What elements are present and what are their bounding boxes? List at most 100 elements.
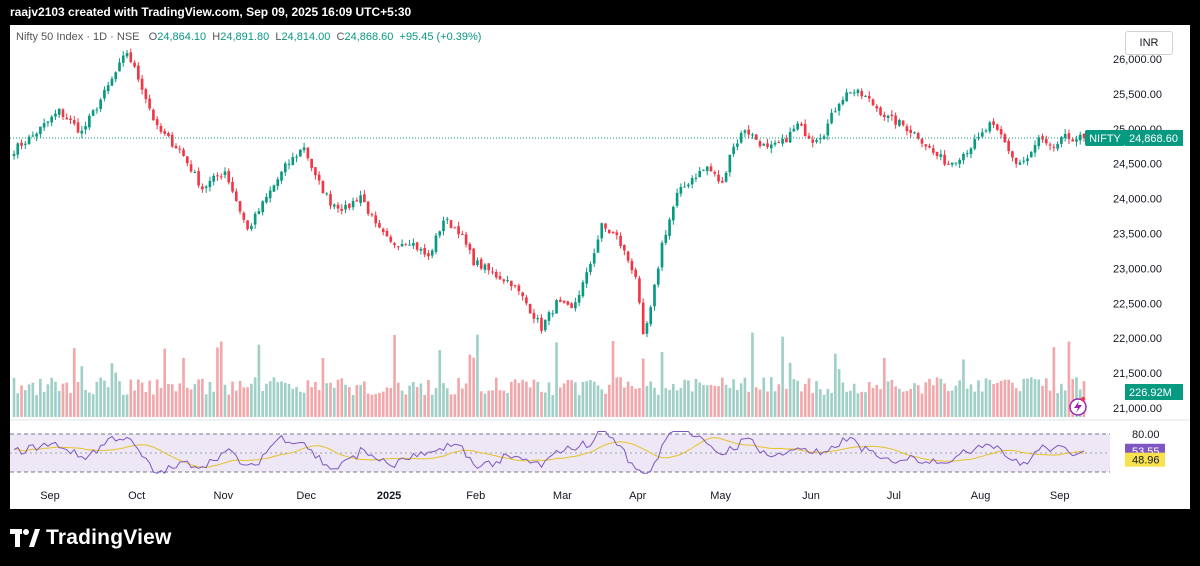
price-tick-label: 24,000.00 bbox=[1113, 194, 1162, 206]
candle-body bbox=[95, 109, 99, 111]
candle-body bbox=[574, 302, 577, 309]
candle-body bbox=[1052, 146, 1056, 148]
volume-bar bbox=[144, 392, 148, 417]
candle-body bbox=[46, 121, 50, 123]
candle-body bbox=[950, 162, 954, 165]
volume-bar bbox=[1048, 390, 1052, 417]
volume-bar bbox=[528, 387, 532, 417]
volume-bar bbox=[498, 390, 502, 417]
candle-body bbox=[23, 143, 27, 145]
price-tick-label: 21,500.00 bbox=[1113, 368, 1162, 380]
currency-button[interactable]: INR bbox=[1125, 31, 1173, 55]
candle-body bbox=[415, 242, 419, 250]
candle-body bbox=[118, 62, 121, 72]
volume-bar bbox=[253, 377, 257, 417]
volume-bar bbox=[321, 357, 325, 417]
volume-bar bbox=[231, 381, 234, 417]
candle-body bbox=[905, 126, 909, 132]
volume-bar bbox=[555, 342, 558, 417]
volume-bar bbox=[129, 379, 133, 417]
volume-bar bbox=[299, 391, 302, 417]
price-tag-symbol-text: NIFTY bbox=[1089, 133, 1121, 145]
volume-bar bbox=[84, 390, 87, 417]
volume-bar bbox=[374, 394, 378, 417]
candle-body bbox=[223, 171, 227, 176]
candle-body bbox=[611, 232, 615, 234]
chart-panel[interactable]: Nifty 50 Index · 1D · NSE O24,864.10 H24… bbox=[10, 25, 1190, 509]
candle-body bbox=[626, 251, 630, 261]
volume-bar bbox=[645, 385, 649, 417]
volume-bar bbox=[370, 394, 374, 417]
candle-body bbox=[890, 114, 894, 117]
candle-body bbox=[694, 177, 698, 179]
volume-bar bbox=[928, 378, 931, 417]
candle-body bbox=[999, 129, 1003, 135]
candle-body bbox=[604, 223, 607, 229]
time-axis-label: 2025 bbox=[377, 490, 401, 502]
volume-bar bbox=[12, 377, 16, 417]
volume-bar bbox=[103, 380, 106, 417]
volume-bar bbox=[114, 372, 118, 417]
price-tick-label: 23,500.00 bbox=[1113, 228, 1162, 240]
candle-body bbox=[845, 92, 848, 102]
volume-bar bbox=[849, 390, 852, 417]
volume-bar bbox=[668, 389, 671, 417]
candle-body bbox=[155, 119, 159, 126]
candle-body bbox=[31, 135, 35, 137]
volume-bar bbox=[630, 386, 634, 417]
volume-bar bbox=[99, 377, 102, 417]
volume-bar bbox=[246, 387, 249, 417]
candle-body bbox=[969, 148, 973, 155]
volume-bar bbox=[803, 383, 807, 417]
candle-body bbox=[250, 225, 253, 230]
candle-body bbox=[242, 212, 246, 220]
candle-body bbox=[287, 163, 291, 165]
volume-bar bbox=[841, 382, 845, 417]
volume-bar bbox=[547, 382, 551, 417]
candle-body bbox=[27, 136, 31, 144]
price-tick-label: 22,000.00 bbox=[1113, 333, 1162, 345]
candle-body bbox=[363, 194, 366, 203]
price-tick-label: 25,500.00 bbox=[1113, 89, 1162, 101]
price-tick-label: 21,000.00 bbox=[1113, 403, 1162, 415]
candle-body bbox=[80, 130, 84, 134]
candle-body bbox=[788, 131, 792, 143]
price-chart[interactable]: 21,000.00 21,500.00 22,000.00 22,500.00 23,0… bbox=[10, 25, 1190, 509]
candle-body bbox=[1014, 157, 1018, 164]
candle-body bbox=[913, 132, 916, 134]
open-label: O bbox=[148, 31, 158, 43]
candle-body bbox=[366, 201, 370, 214]
lightning-icon[interactable] bbox=[1069, 397, 1087, 416]
candle-body bbox=[856, 89, 860, 94]
candle-body bbox=[246, 220, 249, 230]
candle-body bbox=[1056, 143, 1059, 149]
candle-body bbox=[476, 260, 479, 265]
volume-bar bbox=[91, 394, 95, 417]
candle-body bbox=[272, 185, 276, 192]
price-tick-label: 22,500.00 bbox=[1113, 298, 1162, 310]
candle-body bbox=[238, 201, 242, 212]
volume-bar bbox=[223, 384, 227, 417]
candle-body bbox=[193, 171, 197, 173]
candle-body bbox=[1003, 134, 1007, 143]
candle-body bbox=[664, 234, 668, 243]
candle-body bbox=[1029, 151, 1033, 158]
volume-bar bbox=[585, 381, 588, 417]
volume-bar bbox=[811, 393, 815, 417]
volume-bar bbox=[491, 390, 494, 417]
volume-bar bbox=[562, 383, 566, 417]
candle-body bbox=[389, 236, 393, 242]
candle-body bbox=[125, 53, 129, 57]
candle-body bbox=[758, 141, 762, 147]
high-value: 24,891.80 bbox=[220, 31, 270, 43]
tradingview-logo[interactable]: TradingView bbox=[10, 520, 172, 556]
candle-body bbox=[570, 303, 573, 309]
volume-bar bbox=[1071, 379, 1075, 417]
candle-body bbox=[634, 269, 637, 277]
candle-body bbox=[393, 243, 396, 246]
candle-body bbox=[849, 92, 852, 94]
rsi-ma-tag-text: 48.96 bbox=[1132, 455, 1160, 467]
candle-body bbox=[947, 163, 950, 165]
volume-bar bbox=[389, 387, 393, 417]
volume-bar bbox=[234, 390, 238, 417]
